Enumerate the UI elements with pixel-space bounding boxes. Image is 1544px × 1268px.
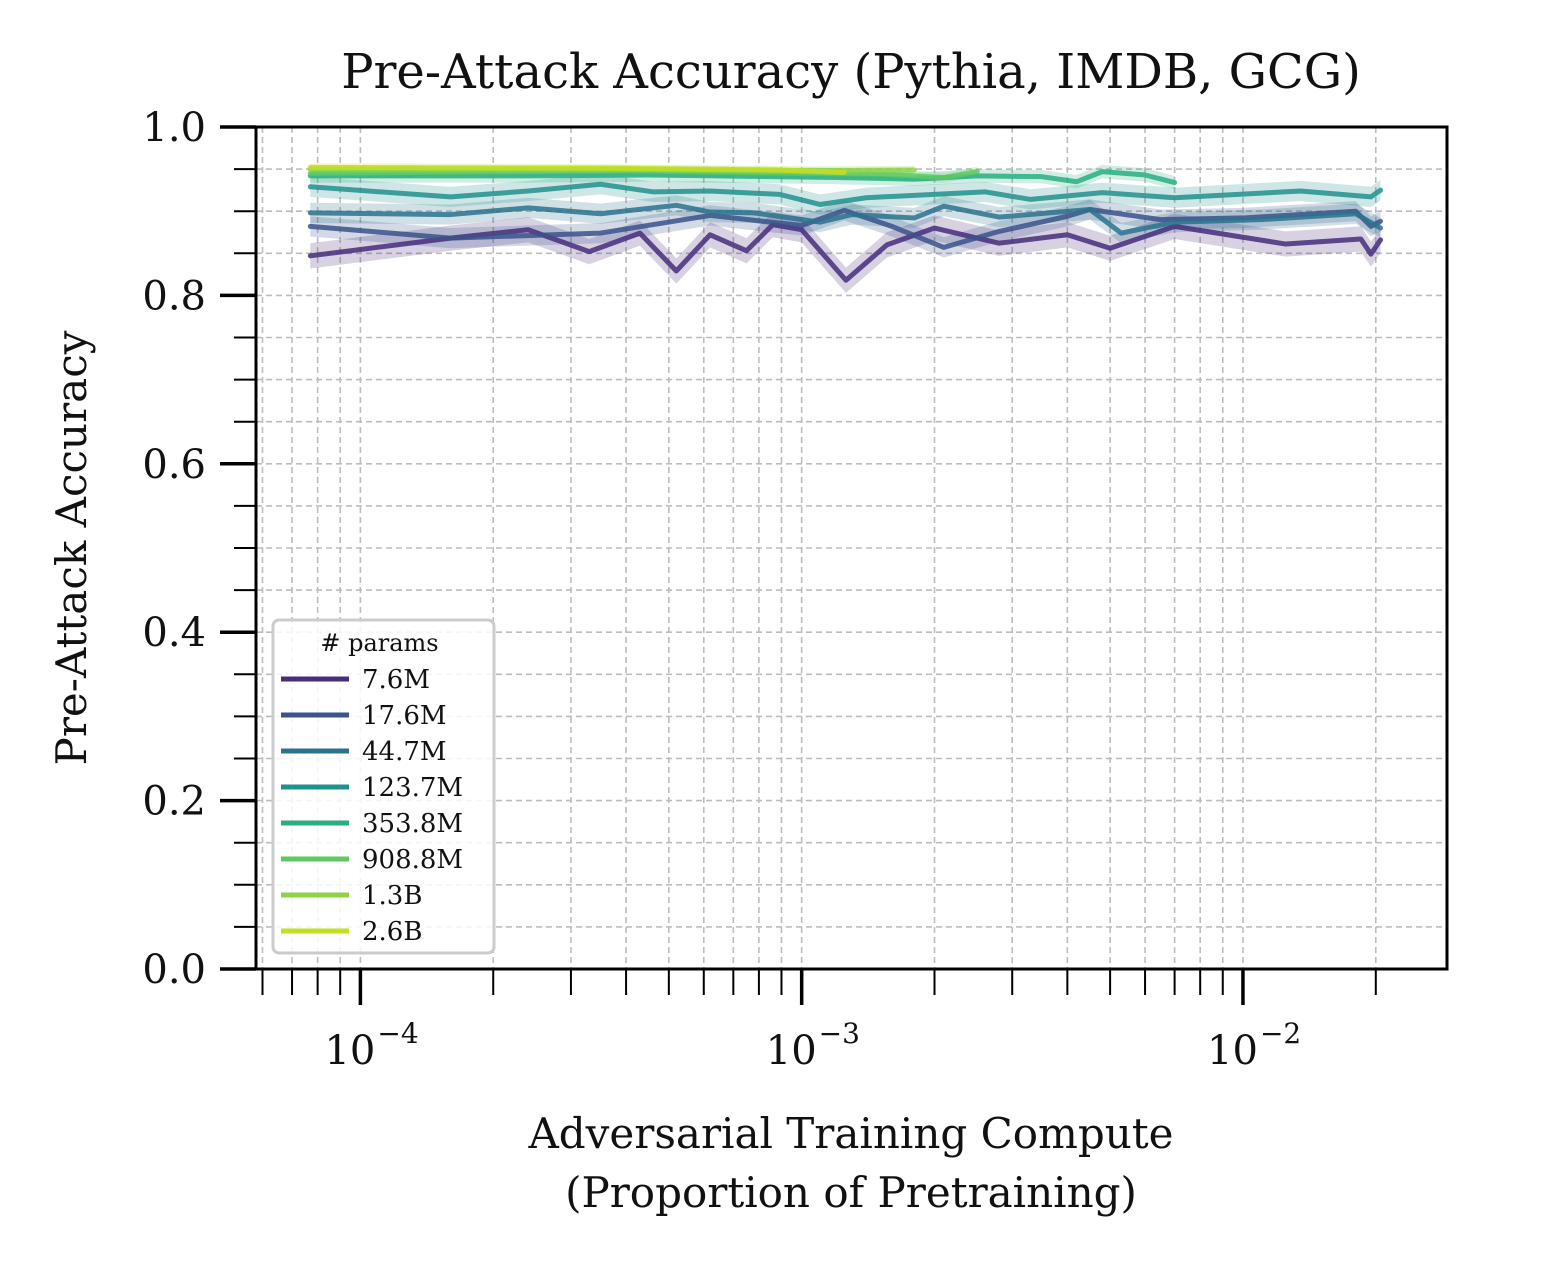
chart-title: Pre-Attack Accuracy (Pythia, IMDB, GCG) xyxy=(341,44,1361,100)
y-tick-label: 1.0 xyxy=(142,105,206,151)
series-line-2.6B xyxy=(307,164,847,175)
series-line-44.7M xyxy=(307,202,1384,236)
legend-label: 1.3B xyxy=(362,881,422,911)
y-tick-label: 0.0 xyxy=(142,947,206,993)
series-line-7.6M xyxy=(307,222,1384,283)
legend-box xyxy=(271,618,496,955)
x-axis-label-line-2: (Proportion of Pretraining) xyxy=(565,1168,1137,1217)
series-lines xyxy=(307,164,1384,283)
x-axis-label-line-1: Adversarial Training Compute xyxy=(527,1109,1173,1158)
legend-label: 17.6M xyxy=(362,701,447,731)
error-bands xyxy=(310,163,1381,293)
x-tick-label: 10 xyxy=(1207,1028,1258,1074)
legend-label: 44.7M xyxy=(362,737,447,767)
legend-label: 908.8M xyxy=(362,845,463,875)
legend-title: # params xyxy=(320,629,438,657)
x-tick-exponent: −3 xyxy=(819,1017,860,1050)
x-tick-label: 10 xyxy=(766,1028,817,1074)
error-band-44.7M xyxy=(310,195,1381,244)
legend: # params 7.6M 17.6M 44.7M 123.7M 353.8M 908.8M… xyxy=(271,618,496,955)
y-tick-label: 0.4 xyxy=(142,610,206,656)
series-line-353.8M xyxy=(307,169,1178,186)
legend-label: 123.7M xyxy=(362,773,463,803)
y-tick-label: 0.2 xyxy=(142,779,206,825)
y-tick-label: 0.8 xyxy=(142,273,206,319)
y-axis-label: Pre-Attack Accuracy xyxy=(47,330,96,765)
series-line-123.7M xyxy=(307,181,1384,207)
legend-label: 7.6M xyxy=(362,665,430,695)
x-tick-label: 10 xyxy=(324,1028,375,1074)
series-line-17.6M xyxy=(307,207,1384,250)
y-tick-label: 0.6 xyxy=(142,442,206,488)
legend-label: 353.8M xyxy=(362,809,463,839)
legend-label: 2.6B xyxy=(362,917,422,947)
x-tick-exponent: −4 xyxy=(377,1017,418,1050)
x-tick-exponent: −2 xyxy=(1260,1017,1301,1050)
axes: 0.00.20.40.60.81.010 −4 10 −3 10 −2 xyxy=(142,105,1377,1074)
